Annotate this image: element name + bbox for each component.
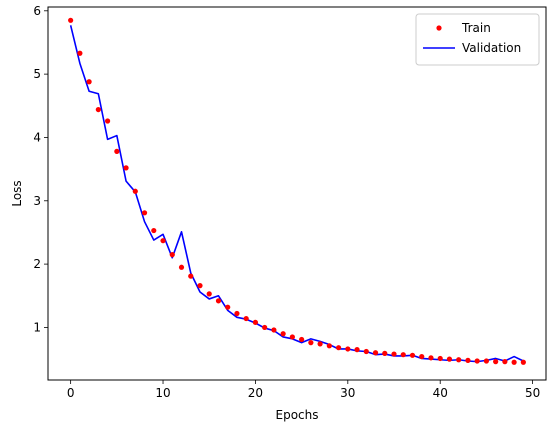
train-point	[308, 340, 314, 346]
train-point	[197, 283, 203, 289]
train-point	[289, 334, 295, 340]
train-point	[382, 350, 388, 356]
x-tick-label: 30	[340, 386, 355, 400]
train-point	[252, 319, 259, 325]
train-point	[280, 331, 286, 337]
y-tick-label: 3	[33, 194, 41, 208]
legend-train-label: Train	[461, 21, 491, 35]
x-tick-label: 50	[525, 386, 540, 400]
train-point	[262, 324, 268, 331]
train-point	[483, 358, 490, 364]
legend: Train Validation	[415, 13, 540, 66]
train-point	[502, 359, 508, 365]
train-point	[178, 264, 185, 270]
x-tick-label: 20	[248, 386, 263, 400]
axis-layer: 0 10 20 30 40 50 1 2 3 4 5 6	[33, 4, 540, 400]
train-point	[326, 343, 332, 349]
x-tick-label: 0	[67, 386, 75, 400]
train-point	[372, 350, 379, 356]
train-point	[493, 359, 499, 365]
train-point	[511, 359, 517, 365]
train-point	[409, 352, 416, 358]
train-point	[317, 341, 323, 347]
train-point	[437, 355, 443, 362]
x-axis-label: Epochs	[276, 408, 319, 422]
train-point	[215, 298, 222, 304]
train-point	[271, 327, 277, 333]
train-point	[95, 106, 101, 113]
train-point	[114, 148, 120, 154]
y-tick-label: 6	[33, 4, 41, 18]
train-point	[363, 348, 369, 355]
train-point	[123, 165, 129, 171]
train-point	[465, 357, 471, 363]
train-point	[400, 352, 406, 358]
train-point	[345, 346, 351, 352]
train-point	[151, 227, 157, 234]
train-point	[419, 353, 425, 360]
train-point	[104, 118, 111, 124]
y-tick-label: 5	[33, 67, 41, 81]
plot-frame	[47, 6, 547, 381]
train-point	[86, 79, 92, 85]
train-point	[225, 304, 231, 310]
x-tick-label: 40	[433, 386, 448, 400]
train-point	[234, 310, 240, 317]
train-point	[206, 291, 212, 297]
train-point	[391, 351, 397, 357]
legend-validation-label: Validation	[462, 41, 521, 55]
train-point	[77, 50, 83, 56]
train-point	[188, 273, 194, 279]
y-tick-label: 1	[33, 320, 41, 334]
train-point	[169, 252, 175, 258]
y-axis-label: Loss	[10, 180, 24, 206]
train-point	[132, 188, 138, 194]
train-point	[456, 357, 462, 363]
train-point	[428, 355, 434, 361]
train-point	[354, 347, 360, 353]
train-point	[299, 336, 305, 343]
train-point	[446, 356, 453, 362]
legend-box	[415, 13, 540, 66]
train-point	[335, 345, 342, 351]
train-point	[141, 210, 148, 216]
train-point	[160, 238, 166, 244]
train-point	[68, 17, 74, 23]
plot-area-background	[48, 7, 546, 380]
x-tick-label: 10	[155, 386, 170, 400]
series-layer	[68, 17, 526, 365]
train-point	[520, 359, 526, 365]
y-tick-label: 2	[33, 257, 41, 271]
y-tick-label: 4	[33, 130, 41, 144]
train-point	[243, 315, 249, 322]
train-point	[474, 358, 480, 364]
legend-train-marker	[436, 25, 442, 31]
